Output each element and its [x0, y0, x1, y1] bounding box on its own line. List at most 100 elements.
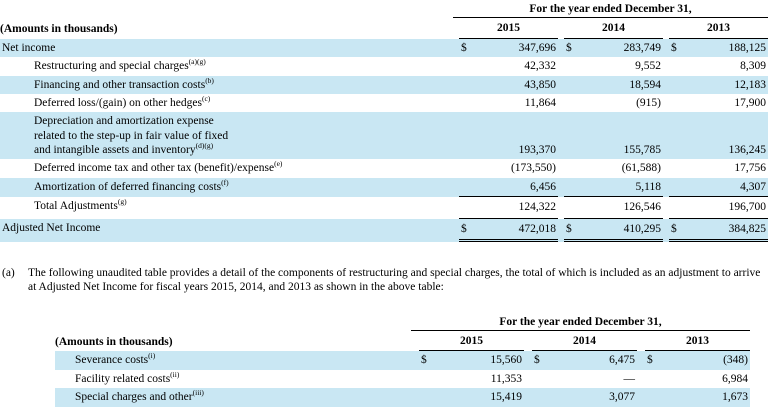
- cell-2013: 12,183: [734, 78, 766, 91]
- cell-2015: 6,456: [459, 178, 558, 198]
- footnote-superscript: (ii): [170, 369, 180, 379]
- year-label-2013: 2013: [645, 333, 750, 352]
- cell-2013: $384,825: [669, 219, 768, 242]
- footnote-superscript: (e): [274, 159, 283, 169]
- row-severance-costs: Severance costs(i) $15,560 $6,475 $ (348): [55, 351, 750, 370]
- row-label: Deferred loss/(gain) on other hedges(c): [34, 94, 211, 109]
- amounts-note: (Amounts in thousands): [55, 336, 173, 348]
- row-label: Deferred income tax and other tax (benef…: [34, 159, 283, 175]
- footnote-superscript: (a)(g): [188, 57, 206, 67]
- table1-year-header-row: (Amounts in thousands) 2015 2014 2013: [0, 20, 768, 39]
- dollar-sign: $: [671, 222, 677, 235]
- cell-2015: 11,864: [524, 96, 556, 109]
- row-adjusted-net-income: Adjusted Net Income $472,018 $410,295 $3…: [0, 218, 768, 242]
- row-label: Amortization of deferred financing costs…: [34, 177, 229, 193]
- cell-2015: $15,560: [421, 354, 522, 367]
- header-spacer: [0, 2, 453, 18]
- row-label: Net income: [2, 41, 56, 54]
- cell-2015: 43,850: [524, 78, 556, 91]
- cell-2015: 15,419: [419, 388, 524, 407]
- row-label: Total Adjustments(g): [34, 197, 127, 213]
- row-label: Adjusted Net Income: [2, 221, 101, 234]
- row-deferred-hedges: Deferred loss/(gain) on other hedges(c) …: [0, 94, 768, 112]
- cell-2013: 6,984: [722, 372, 748, 385]
- cell-2014: $283,749: [566, 41, 661, 54]
- footnote-marker: (a): [2, 266, 15, 279]
- year-label-2014: 2014: [532, 333, 637, 352]
- cell-2013: $188,125: [671, 41, 766, 54]
- row-label: Special charges and other(iii): [75, 388, 204, 404]
- cell-2014: 155,785: [623, 144, 661, 156]
- dollar-sign: $: [461, 222, 467, 235]
- restructuring-detail-table: For the year ended December 31, (Amounts…: [55, 315, 750, 407]
- row-restructuring-charges: Restructuring and special charges(a)(g) …: [0, 57, 768, 75]
- cell-2015: $347,696: [461, 41, 556, 54]
- dollar-sign: $: [647, 354, 653, 367]
- year-label-2015: 2015: [459, 20, 558, 39]
- row-label: Facility related costs(ii): [75, 369, 180, 385]
- cell-2014: 18,594: [629, 78, 661, 91]
- cell-2013: 4,307: [669, 178, 768, 198]
- period-header: For the year ended December 31,: [411, 315, 750, 331]
- row-label: Financing and other transaction costs(b): [34, 75, 214, 91]
- cell-2013: 8,309: [740, 60, 766, 73]
- cell-2014: 126,546: [564, 197, 663, 219]
- row-depreciation-amortization: Depreciation and amortization expense re…: [0, 112, 768, 160]
- dollar-sign: $: [566, 222, 572, 235]
- cell-2015: $472,018: [459, 219, 558, 242]
- year-label-2014: 2014: [564, 20, 663, 39]
- row-net-income: Net income $347,696 $283,749 $188,125: [0, 38, 768, 58]
- cell-2014: $410,295: [564, 219, 663, 242]
- cell-2014: (61,588): [621, 162, 661, 175]
- cell-2013: 196,700: [669, 197, 768, 219]
- footnote-superscript: (d)(g): [195, 141, 214, 151]
- cell-2014: 9,552: [635, 60, 661, 73]
- footnote-superscript: (i): [148, 351, 156, 361]
- cell-2014: $6,475: [534, 354, 635, 367]
- cell-2015: 42,332: [524, 60, 556, 73]
- footnote-text: The following unaudited table provides a…: [28, 266, 761, 294]
- footnote-a: (a) The following unaudited table provid…: [2, 266, 764, 295]
- cell-2013: 17,756: [734, 162, 766, 175]
- header-spacer: [55, 315, 411, 331]
- row-financing-costs: Financing and other transaction costs(b)…: [0, 75, 768, 94]
- row-amortization-financing: Amortization of deferred financing costs…: [0, 177, 768, 198]
- dollar-sign: $: [421, 354, 427, 367]
- period-header: For the year ended December 31,: [453, 2, 768, 19]
- row-label: Restructuring and special charges(a)(g): [34, 57, 206, 73]
- cell-2014: 3,077: [532, 388, 637, 407]
- footnote-superscript: (f): [221, 177, 229, 187]
- cell-2014: —: [623, 372, 636, 385]
- footnote-superscript: (iii): [192, 388, 204, 398]
- adjusted-net-income-table: For the year ended December 31, (Amounts…: [0, 2, 768, 242]
- amounts-note: (Amounts in thousands): [0, 23, 118, 36]
- table2-year-header-row: (Amounts in thousands) 2015 2014 2013: [55, 333, 750, 352]
- footnote-superscript: (g): [117, 197, 127, 207]
- footnote-superscript: (b): [205, 75, 214, 85]
- cell-2013: $ (348): [647, 354, 748, 367]
- cell-2015: 193,370: [518, 144, 556, 156]
- table2-period-header-row: For the year ended December 31,: [55, 315, 750, 331]
- cell-2014: (915): [636, 96, 661, 109]
- year-label-2015: 2015: [419, 333, 524, 352]
- table1-period-header-row: For the year ended December 31,: [0, 2, 768, 19]
- footnote-superscript: (c): [201, 94, 211, 104]
- cell-2015: (173,550): [510, 162, 556, 175]
- cell-2013: 1,673: [645, 388, 750, 407]
- row-label: Depreciation and amortization expense re…: [34, 115, 229, 156]
- row-filler: [245, 112, 454, 159]
- cell-2015: 11,353: [490, 372, 522, 385]
- cell-2015: 124,322: [459, 197, 558, 219]
- row-facility-costs: Facility related costs(ii) 11,353 — 6,98…: [55, 370, 750, 388]
- row-label: Severance costs(i): [75, 351, 156, 367]
- dollar-sign: $: [566, 41, 572, 54]
- year-label-2013: 2013: [669, 20, 768, 39]
- row-total-adjustments: Total Adjustments(g) 124,322 126,546 196…: [0, 197, 768, 219]
- row-deferred-tax: Deferred income tax and other tax (benef…: [0, 159, 768, 177]
- cell-2013: 136,245: [728, 144, 766, 156]
- dollar-sign: $: [461, 41, 467, 54]
- dollar-sign: $: [671, 41, 677, 54]
- dollar-sign: $: [534, 354, 540, 367]
- cell-2013: 17,900: [734, 96, 766, 109]
